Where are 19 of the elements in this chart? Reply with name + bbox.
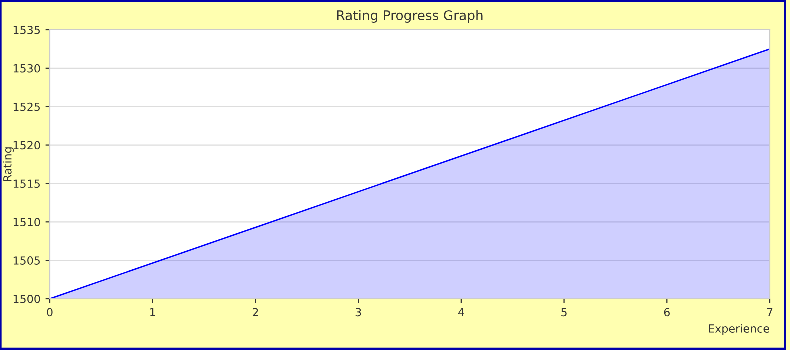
y-tick-label: 1500 bbox=[14, 294, 40, 304]
x-axis-title: Experience bbox=[709, 324, 770, 336]
x-tick-label: 2 bbox=[252, 308, 258, 316]
y-tick-label: 1530 bbox=[14, 64, 40, 73]
y-tick-label: 1520 bbox=[14, 141, 40, 150]
y-tick-label: 1535 bbox=[14, 26, 40, 34]
x-tick-label: 6 bbox=[664, 308, 670, 317]
x-tick-label: 1 bbox=[150, 308, 156, 316]
x-tick-label: 5 bbox=[562, 308, 567, 317]
x-tick-label: 3 bbox=[356, 308, 362, 317]
y-tick-label: 1515 bbox=[14, 180, 40, 188]
y-tick-label: 1525 bbox=[14, 102, 40, 112]
x-tick-label: 7 bbox=[767, 308, 773, 316]
x-tick-label: 0 bbox=[47, 308, 53, 317]
x-tick-label: 4 bbox=[458, 308, 464, 316]
y-tick-label: 1510 bbox=[14, 218, 40, 227]
y-axis-title: Rating bbox=[3, 148, 14, 182]
chart-title: Rating Progress Graph bbox=[337, 10, 483, 24]
y-tick-label: 1505 bbox=[14, 256, 40, 265]
